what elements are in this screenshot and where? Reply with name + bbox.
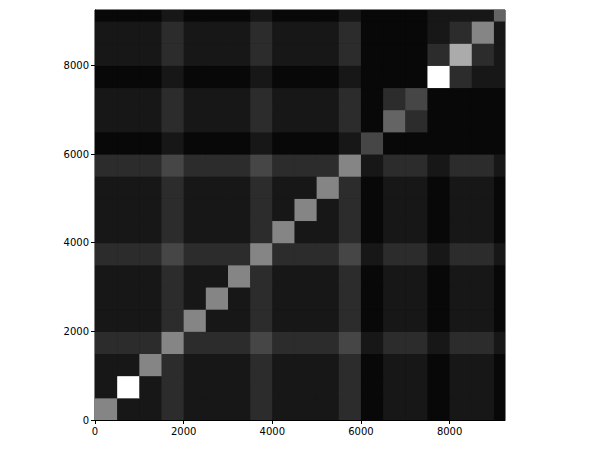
svg-text:0: 0 [92, 426, 98, 437]
svg-text:8000: 8000 [64, 60, 89, 71]
svg-text:4000: 4000 [64, 237, 89, 248]
svg-text:2000: 2000 [171, 426, 196, 437]
svg-text:2000: 2000 [64, 326, 89, 337]
svg-text:6000: 6000 [64, 149, 89, 160]
svg-text:8000: 8000 [437, 426, 462, 437]
svg-text:6000: 6000 [348, 426, 373, 437]
svg-text:0: 0 [83, 415, 89, 426]
svg-text:4000: 4000 [260, 426, 285, 437]
